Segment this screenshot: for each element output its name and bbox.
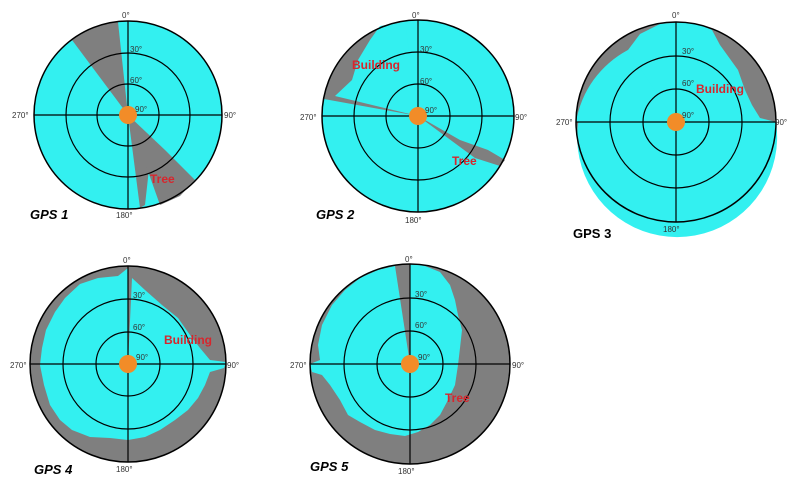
sky-visible-area <box>576 50 676 122</box>
azimuth-0-label: 0° <box>412 11 420 20</box>
panel-label: GPS 3 <box>573 226 611 241</box>
elevation-90-label: 90° <box>135 105 147 114</box>
elevation-60-label: 60° <box>130 76 142 85</box>
panel-label: GPS 2 <box>316 207 355 222</box>
tree-label: Tree <box>445 391 470 405</box>
elevation-30-label: 30° <box>133 291 145 300</box>
elevation-60-label: 60° <box>682 79 694 88</box>
receiver-marker <box>667 113 685 131</box>
receiver-marker <box>119 106 137 124</box>
skyplot-gps-1: 0° 90° 180° 270° 30° 60° 90° Tree GPS 1 <box>12 11 236 222</box>
azimuth-90-label: 90° <box>515 113 527 122</box>
receiver-marker <box>119 355 137 373</box>
panel-label: GPS 4 <box>34 462 73 477</box>
tree-obstruction-area <box>418 116 505 166</box>
elevation-30-label: 30° <box>130 45 142 54</box>
sky-visible-area <box>40 268 226 440</box>
elevation-60-label: 60° <box>420 77 432 86</box>
elevation-60-label: 60° <box>415 321 427 330</box>
azimuth-90-label: 90° <box>227 361 239 370</box>
panel-label: GPS 5 <box>310 459 349 474</box>
elevation-60-label: 60° <box>133 323 145 332</box>
sky-visible-area <box>335 22 418 116</box>
azimuth-180-label: 180° <box>398 467 415 476</box>
azimuth-0-label: 0° <box>405 255 413 264</box>
azimuth-180-label: 180° <box>116 211 133 220</box>
elevation-30-label: 30° <box>415 290 427 299</box>
elevation-30-label: 30° <box>682 47 694 56</box>
azimuth-0-label: 0° <box>672 11 680 20</box>
azimuth-180-label: 180° <box>663 225 680 234</box>
skyplot-gps-3: 0° 90° 180° 270° 30° 60° 90° Building GP… <box>556 11 787 241</box>
elevation-90-label: 90° <box>136 353 148 362</box>
azimuth-0-label: 0° <box>123 256 131 265</box>
azimuth-270-label: 270° <box>290 361 307 370</box>
azimuth-270-label: 270° <box>556 118 573 127</box>
azimuth-270-label: 270° <box>300 113 317 122</box>
tree-label: Tree <box>452 154 477 168</box>
skyplot-gps-5: 0° 90° 180° 270° 30° 60° 90° Tree GPS 5 <box>290 255 524 476</box>
obstruction-area <box>72 22 128 115</box>
elevation-90-label: 90° <box>425 106 437 115</box>
tree-obstruction-area <box>128 115 150 208</box>
receiver-marker <box>409 107 427 125</box>
panel-label: GPS 1 <box>30 207 68 222</box>
sky-visible-area <box>310 264 462 436</box>
azimuth-90-label: 90° <box>775 118 787 127</box>
azimuth-270-label: 270° <box>12 111 29 120</box>
azimuth-180-label: 180° <box>116 465 133 474</box>
building-label: Building <box>352 58 400 72</box>
tree-label: Tree <box>150 172 175 186</box>
azimuth-90-label: 90° <box>224 111 236 120</box>
skyplot-gps-4: 0° 90° 180° 270° 30° 60° 90° Building GP… <box>10 256 239 477</box>
elevation-30-label: 30° <box>420 45 432 54</box>
tree-obstruction-area <box>128 115 195 205</box>
azimuth-180-label: 180° <box>405 216 422 225</box>
azimuth-270-label: 270° <box>10 361 27 370</box>
elevation-90-label: 90° <box>418 353 430 362</box>
elevation-90-label: 90° <box>682 111 694 120</box>
azimuth-0-label: 0° <box>122 11 130 20</box>
azimuth-90-label: 90° <box>512 361 524 370</box>
receiver-marker <box>401 355 419 373</box>
skyplot-gps-2: 0° 90° 180° 270° 30° 60° 90° Building Tr… <box>300 11 527 225</box>
building-label: Building <box>696 82 744 96</box>
building-label: Building <box>164 333 212 347</box>
